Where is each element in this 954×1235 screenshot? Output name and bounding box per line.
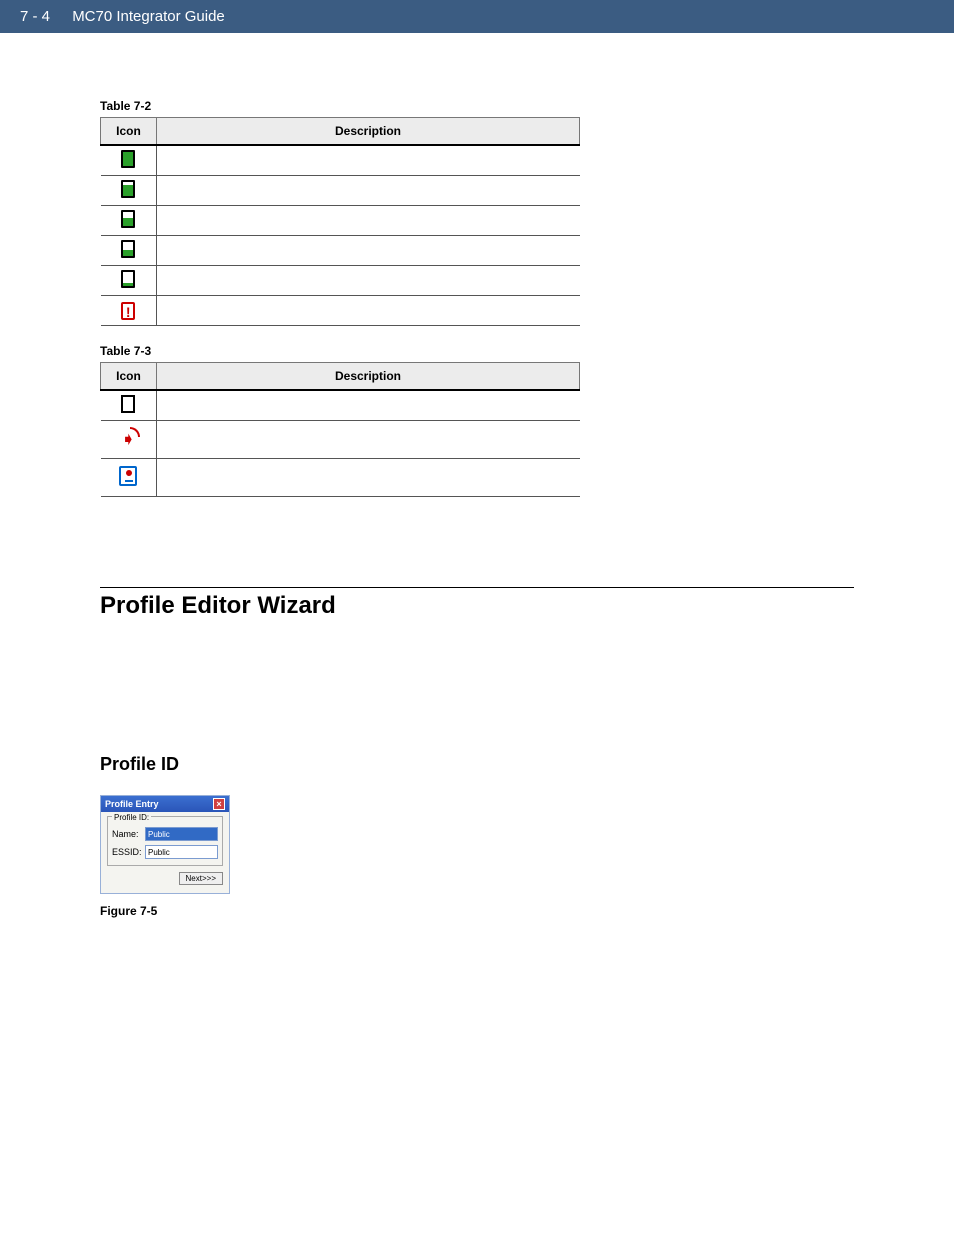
table-row xyxy=(101,236,580,266)
signal-4-icon xyxy=(121,180,135,198)
table-row xyxy=(101,390,580,421)
figure-7-5-caption: Figure 7-5 xyxy=(100,904,854,918)
page-content: Table 7-2 Icon Description xyxy=(0,33,954,958)
table-7-3-caption: Table 7-3 xyxy=(100,344,854,358)
table-row xyxy=(101,145,580,176)
dialog-titlebar[interactable]: Profile Entry × xyxy=(101,796,229,812)
signal-3-icon xyxy=(121,210,135,228)
float-window-icon xyxy=(119,466,137,486)
table-7-2-caption: Table 7-2 xyxy=(100,99,854,113)
table-row: ! xyxy=(101,296,580,326)
signal-full-icon xyxy=(121,150,135,168)
profile-entry-dialog: Profile Entry × Profile ID: Name: Public… xyxy=(100,795,230,894)
col-icon-header: Icon xyxy=(101,363,157,391)
dialog-title: Profile Entry xyxy=(105,799,159,809)
table-row xyxy=(101,459,580,497)
page-header: 7 - 4 MC70 Integrator Guide xyxy=(0,0,954,33)
col-desc-header: Description xyxy=(157,118,580,146)
desc-cell xyxy=(157,145,580,176)
signal-1-icon xyxy=(121,270,135,288)
essid-label: ESSID: xyxy=(112,847,142,857)
desc-cell xyxy=(157,266,580,296)
table-row xyxy=(101,206,580,236)
guide-title: MC70 Integrator Guide xyxy=(72,8,225,25)
table-row xyxy=(101,176,580,206)
name-input[interactable]: Public xyxy=(145,827,218,841)
desc-cell xyxy=(157,459,580,497)
desc-cell xyxy=(157,296,580,326)
desc-cell xyxy=(157,390,580,421)
signal-2-icon xyxy=(121,240,135,258)
desc-cell xyxy=(157,421,580,459)
blank-status-icon xyxy=(121,395,135,413)
desc-cell xyxy=(157,236,580,266)
fieldset-legend: Profile ID: xyxy=(112,813,151,822)
profile-id-heading: Profile ID xyxy=(100,754,854,775)
next-button[interactable]: Next>>> xyxy=(179,872,223,885)
table-row: ➧ xyxy=(101,421,580,459)
desc-cell xyxy=(157,176,580,206)
signal-alert-icon: ! xyxy=(121,302,135,320)
desc-cell xyxy=(157,206,580,236)
close-button[interactable]: × xyxy=(213,798,225,810)
col-desc-header: Description xyxy=(157,363,580,391)
col-icon-header: Icon xyxy=(101,118,157,146)
table-7-2: Icon Description xyxy=(100,117,580,326)
profile-id-fieldset: Profile ID: Name: Public ESSID: Public xyxy=(107,816,223,866)
transmit-icon: ➧ xyxy=(121,429,136,450)
essid-input[interactable]: Public xyxy=(145,845,218,859)
table-7-3: Icon Description ➧ xyxy=(100,362,580,497)
section-heading: Profile Editor Wizard xyxy=(100,592,854,624)
page-number: 7 - 4 xyxy=(20,8,50,25)
table-row xyxy=(101,266,580,296)
name-label: Name: xyxy=(112,829,142,839)
